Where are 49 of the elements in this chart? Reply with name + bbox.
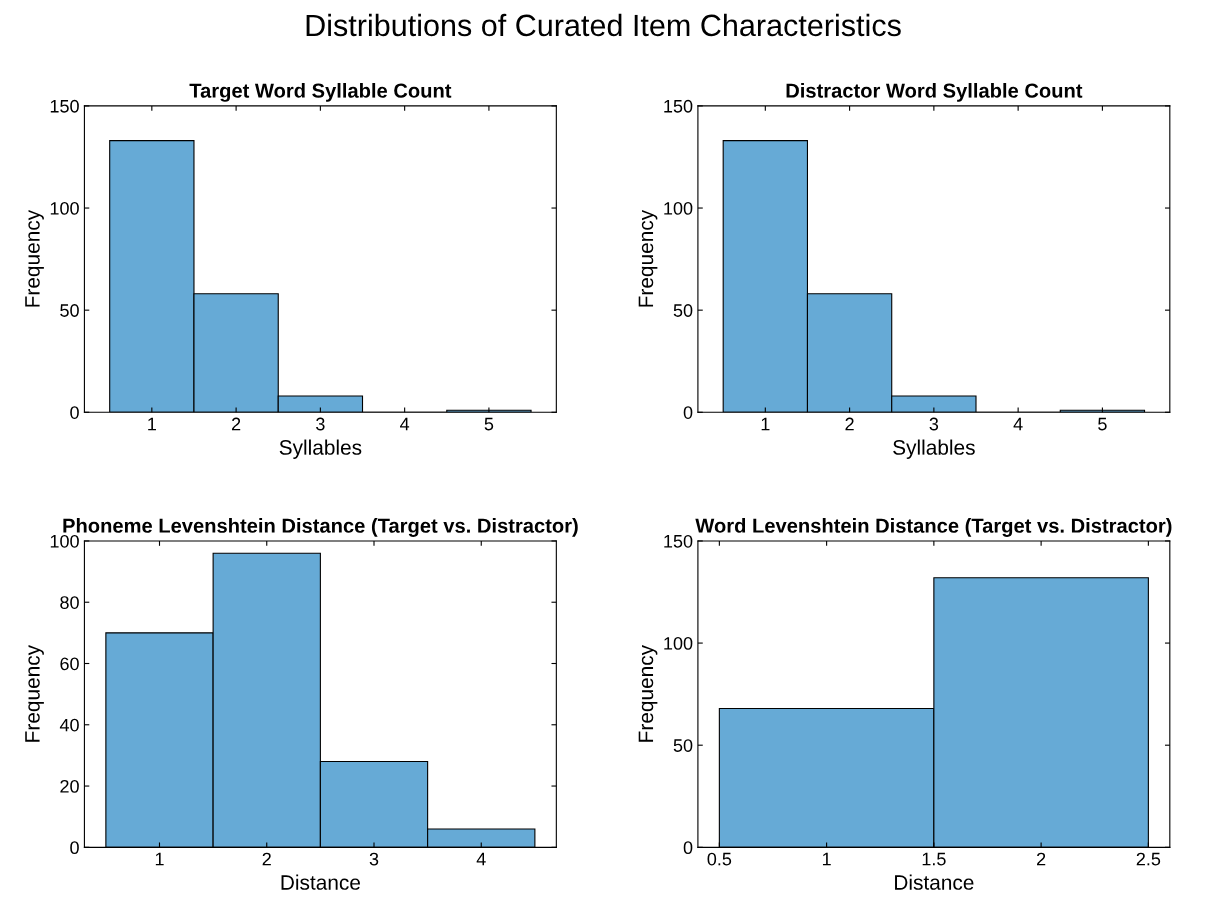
y-tick-label: 100 xyxy=(664,201,693,215)
text: Distributions of Curated Item Characteristics xyxy=(306,13,901,37)
chart-title: Word Levenshtein Distance (Target vs. Distractor) xyxy=(695,518,1172,537)
y-tick-label: 80 xyxy=(60,596,79,609)
x-tick-label: 1 xyxy=(822,852,831,866)
y-tick-label: 100 xyxy=(50,534,79,548)
x-tick-label: 3 xyxy=(929,417,939,431)
y-tick-label: 50 xyxy=(673,739,693,752)
y-tick-label: 0 xyxy=(70,406,79,419)
x-tick-label: 5 xyxy=(484,417,494,431)
y-tick-label: 100 xyxy=(664,637,693,650)
x-tick-label: 1 xyxy=(148,417,156,431)
x-tick-label: 3 xyxy=(369,852,379,866)
x-tick-label: 2.5 xyxy=(1136,852,1161,866)
x-tick-label: 2 xyxy=(845,417,854,431)
y-tick-label: 60 xyxy=(60,657,79,671)
x-tick-label: 4 xyxy=(400,417,410,431)
y-tick-label: 50 xyxy=(673,304,693,317)
y-tick-label: 150 xyxy=(664,534,693,548)
x-tick-label: 2 xyxy=(1037,852,1046,866)
y-tick-label: 150 xyxy=(50,99,79,113)
x-tick-label: 1 xyxy=(155,852,164,866)
x-tick-label: 2 xyxy=(262,852,271,866)
x-tick-label: 5 xyxy=(1098,417,1107,431)
x-tick-label: 1.5 xyxy=(922,852,946,866)
y-tick-label: 0 xyxy=(683,841,693,855)
x-tick-label: 2 xyxy=(231,417,241,431)
x-tick-label: 1 xyxy=(761,417,770,431)
y-tick-label: 0 xyxy=(683,406,693,419)
y-axis-title: Frequency xyxy=(638,644,658,742)
x-axis-title: Distance xyxy=(895,874,974,890)
y-tick-label: 100 xyxy=(50,201,79,215)
y-axis-title: Frequency xyxy=(25,644,44,742)
y-tick-label: 20 xyxy=(60,779,79,793)
y-tick-label: 40 xyxy=(59,718,79,732)
x-tick-label: 3 xyxy=(316,417,325,431)
y-tick-label: 0 xyxy=(70,841,79,855)
chart-title: Distractor Word Syllable Count xyxy=(786,82,1083,102)
x-tick-label: 4 xyxy=(1013,417,1023,431)
x-tick-label: 0.5 xyxy=(707,852,732,866)
y-axis-title: Frequency xyxy=(25,209,44,307)
y-axis-title: Frequency xyxy=(638,209,658,307)
y-tick-label: 50 xyxy=(60,304,79,317)
x-tick-label: 4 xyxy=(476,852,486,866)
x-axis-title: Distance xyxy=(281,874,360,890)
x-axis-title: Syllables xyxy=(893,439,975,459)
chart-title: Target Word Syllable Count xyxy=(189,82,452,102)
y-tick-label: 150 xyxy=(664,99,693,113)
x-axis-title: Syllables xyxy=(279,439,362,459)
